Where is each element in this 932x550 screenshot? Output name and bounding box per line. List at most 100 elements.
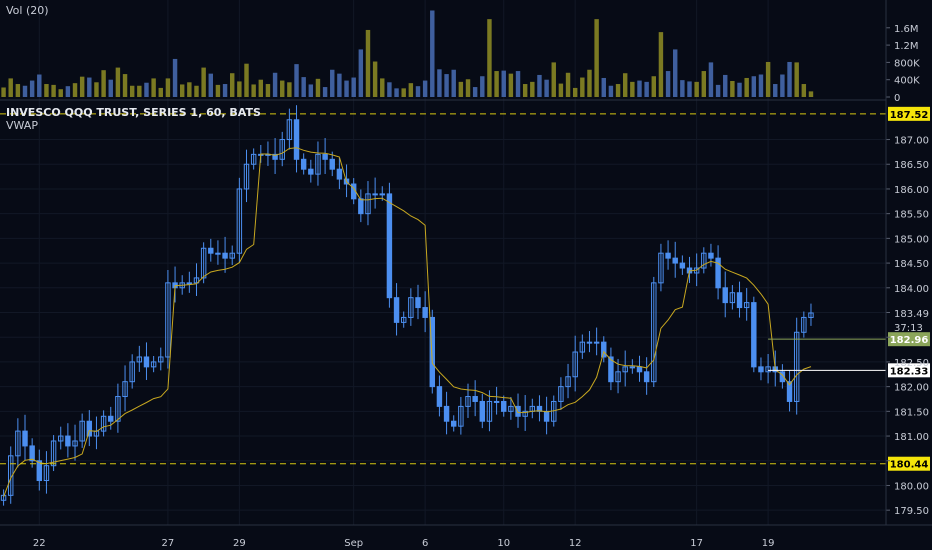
candle-body xyxy=(515,405,521,417)
countdown-label: 37:13 xyxy=(894,323,923,334)
volume-label[interactable]: Vol (20) xyxy=(6,4,49,17)
price-axis-label: 184.50 xyxy=(894,259,929,270)
candle-body xyxy=(100,415,107,432)
candle-body xyxy=(608,356,614,383)
volume-bar xyxy=(158,87,163,97)
volume-bar xyxy=(129,85,135,97)
candle-body xyxy=(701,252,707,269)
volume-bar xyxy=(801,84,807,97)
candle-body xyxy=(751,302,757,368)
volume-bar xyxy=(215,84,221,97)
candle-body xyxy=(743,302,750,309)
candle-body xyxy=(129,361,135,383)
volume-bar xyxy=(165,78,171,97)
candle-body xyxy=(522,410,528,417)
candle-body xyxy=(322,153,328,160)
volume-bar xyxy=(351,77,356,97)
candle-body xyxy=(372,193,378,196)
volume-bar xyxy=(622,73,628,97)
volume-bar xyxy=(244,63,249,97)
candle-body xyxy=(558,386,564,402)
candle-body xyxy=(108,415,114,422)
volume-bar xyxy=(651,76,656,97)
price-level-tag-label: 182.33 xyxy=(890,366,929,377)
candle-body xyxy=(408,297,414,318)
time-axis-label: 12 xyxy=(569,538,582,549)
candle-body xyxy=(236,188,243,254)
volume-bar xyxy=(29,80,35,97)
candle-body xyxy=(486,400,493,422)
volume-bar xyxy=(715,84,721,97)
volume-bar xyxy=(758,74,764,97)
volume-bar xyxy=(794,62,799,97)
candle-body xyxy=(758,366,764,373)
candle-body xyxy=(272,153,278,160)
volume-bar xyxy=(272,72,278,97)
candle-body xyxy=(293,119,300,160)
volume-bar xyxy=(415,86,421,97)
candle-body xyxy=(50,440,57,467)
chart-title[interactable]: INVESCO QQQ TRUST, SERIES 1, 60, BATS xyxy=(6,106,261,119)
volume-bar xyxy=(572,87,578,97)
volume-bar xyxy=(680,80,685,97)
candle-body xyxy=(458,405,464,427)
candle-body xyxy=(543,410,550,422)
candle-body xyxy=(0,494,7,501)
volume-bar xyxy=(480,76,485,97)
candle-body xyxy=(165,282,171,358)
price-levels: 187.52 180.44 182.96 182.33 xyxy=(0,106,930,471)
volume-bar xyxy=(780,74,785,97)
volume-bar xyxy=(258,79,264,97)
time-axis-label: 27 xyxy=(162,538,175,549)
volume-axis-label: 800K xyxy=(894,58,920,69)
price-axis-label: 184.00 xyxy=(894,284,929,295)
time-axis-label: Sep xyxy=(344,538,363,549)
candle-body xyxy=(250,153,257,165)
candle-body xyxy=(465,396,471,407)
time-axis-label: 19 xyxy=(762,538,775,549)
volume-bar xyxy=(765,61,771,97)
candle-body xyxy=(586,341,593,344)
candle-body xyxy=(15,430,21,457)
volume-bar xyxy=(287,82,292,97)
volume-bar xyxy=(701,71,707,97)
vwap-label[interactable]: VWAP xyxy=(6,119,38,132)
price-pane xyxy=(0,105,814,506)
candle-body xyxy=(443,405,450,422)
candle-body xyxy=(636,366,643,373)
candle-body xyxy=(729,292,736,304)
price-axis-label: 180.00 xyxy=(894,481,929,492)
candle-body xyxy=(643,371,650,383)
candle-body xyxy=(222,252,228,259)
candle-body xyxy=(300,158,307,170)
volume-bar xyxy=(558,83,564,97)
volume-bar xyxy=(494,71,499,97)
candle-body xyxy=(451,420,457,427)
volume-bar xyxy=(358,49,364,97)
volume-bar xyxy=(730,80,735,97)
volume-bar xyxy=(594,19,599,97)
candle-body xyxy=(200,247,207,279)
candle-body xyxy=(622,366,628,373)
volume-bar xyxy=(501,70,506,97)
volume-bar xyxy=(773,84,778,97)
volume-bar xyxy=(108,79,113,97)
candle-body xyxy=(422,307,428,318)
low-line-tag xyxy=(888,456,930,471)
volume-bar xyxy=(8,78,13,97)
price-axis-label: 181.50 xyxy=(894,407,929,418)
volume-bar xyxy=(230,73,235,97)
candle-body xyxy=(336,168,343,180)
candle-body xyxy=(136,356,143,363)
volume-bar xyxy=(380,78,385,97)
volume-bar xyxy=(280,80,285,97)
volume-bar xyxy=(751,76,757,97)
volume-bar xyxy=(744,77,749,97)
time-axis-label: 17 xyxy=(690,538,703,549)
candle-body xyxy=(186,282,193,285)
volume-bar xyxy=(658,32,664,97)
time-axis-label: 22 xyxy=(33,538,46,549)
candle-body xyxy=(72,440,78,447)
candle-body xyxy=(143,356,150,368)
